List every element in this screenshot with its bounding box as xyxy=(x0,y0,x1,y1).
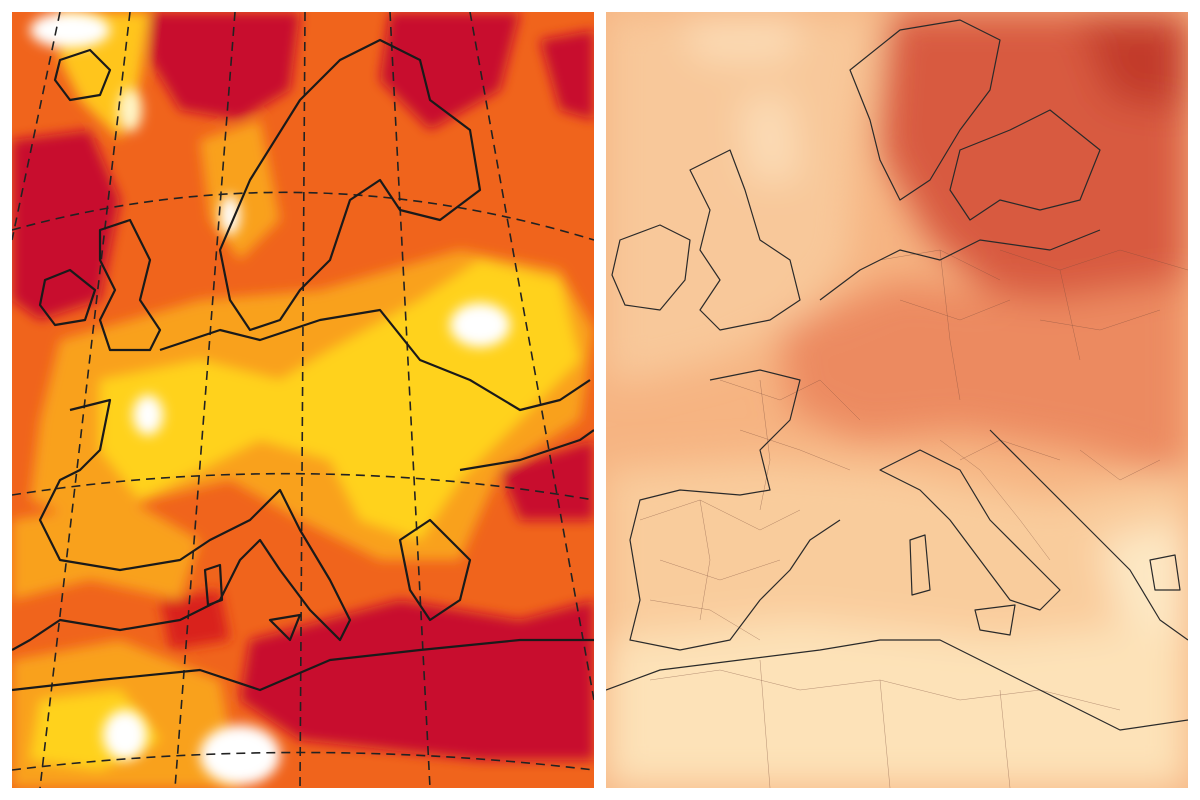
left-map xyxy=(12,12,594,788)
hot-spots xyxy=(30,12,510,785)
right-map xyxy=(606,12,1188,788)
admin-borders xyxy=(639,249,1188,788)
graticule xyxy=(12,12,594,788)
coastlines xyxy=(12,38,594,692)
anomaly-fields xyxy=(606,12,1188,788)
coastlines xyxy=(606,19,1188,731)
